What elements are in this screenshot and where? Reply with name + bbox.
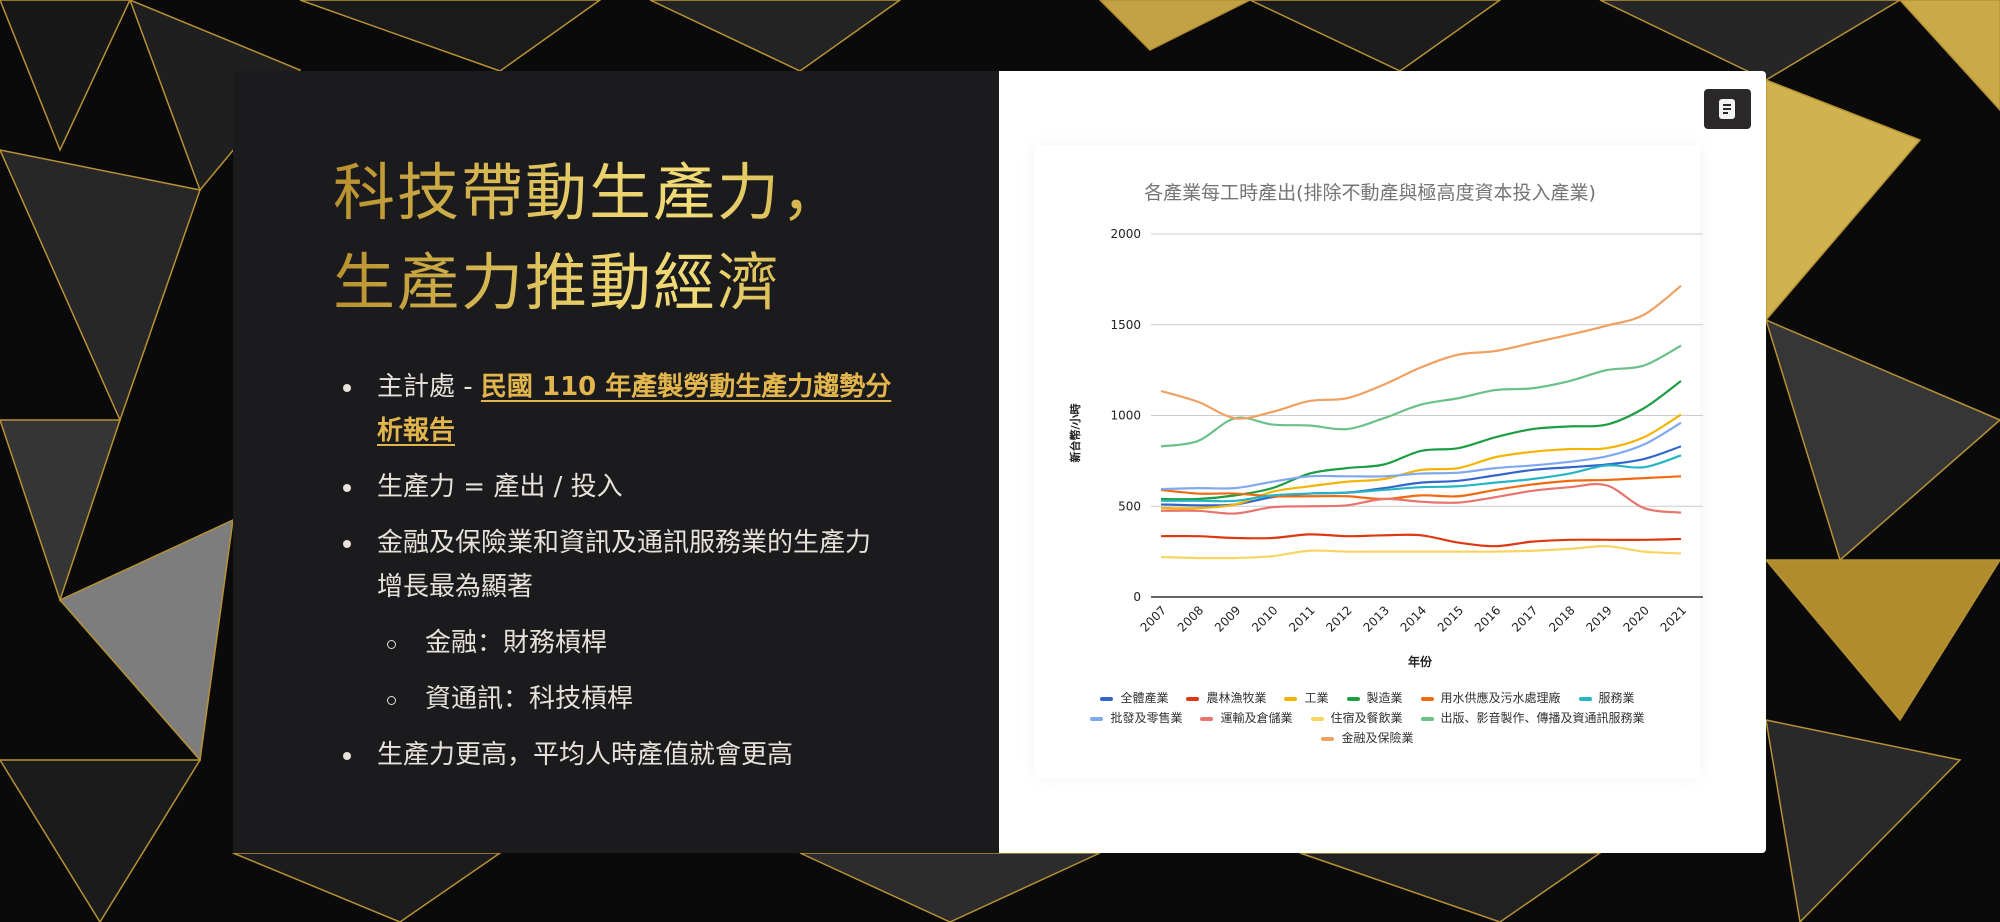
x-tick-label: 2014 xyxy=(1398,603,1429,634)
legend-label: 金融及保險業 xyxy=(1341,731,1414,745)
legend-label: 工業 xyxy=(1304,691,1329,705)
series-line xyxy=(1160,380,1682,501)
chart-title: 各產業每工時產出(排除不動產與極高度資本投入產業) xyxy=(1144,182,1596,204)
legend-item[interactable]: 住宿及餐飲業 xyxy=(1310,708,1403,728)
legend-item[interactable]: 製造業 xyxy=(1346,688,1403,708)
x-tick-label: 2008 xyxy=(1175,603,1206,634)
source-prefix: 主計處 - xyxy=(377,372,481,402)
legend-swatch xyxy=(1420,716,1434,721)
legend-label: 出版、影音製作、傳播及資通訊服務業 xyxy=(1440,711,1645,725)
legend-label: 製造業 xyxy=(1366,691,1403,705)
chart-card xyxy=(1035,145,1700,778)
legend-label: 用水供應及污水處理廠 xyxy=(1440,691,1561,705)
legend-item[interactable]: 金融及保險業 xyxy=(1321,728,1414,748)
legend-label: 農林漁牧業 xyxy=(1206,691,1267,705)
legend-label: 住宿及餐飲業 xyxy=(1330,711,1403,725)
bullet-growth: 金融及保險業和資訊及通訊服務業的生產力增長最為顯著 xyxy=(335,521,895,609)
legend-label: 批發及零售業 xyxy=(1110,711,1183,725)
x-tick-label: 2007 xyxy=(1138,603,1169,634)
legend-label: 運輸及倉儲業 xyxy=(1220,711,1293,725)
x-tick-label: 2013 xyxy=(1360,603,1391,634)
legend-label: 服務業 xyxy=(1598,691,1635,705)
legend-swatch xyxy=(1310,716,1324,721)
x-tick-label: 2009 xyxy=(1212,603,1243,634)
document-icon xyxy=(1719,99,1735,119)
legend-swatch xyxy=(1578,696,1592,701)
legend-swatch xyxy=(1100,696,1114,701)
bullet-source: 主計處 - 民國 110 年產製勞動生產力趨勢分析報告 xyxy=(335,365,895,453)
legend-item[interactable]: 批發及零售業 xyxy=(1090,708,1182,728)
series-line xyxy=(1160,475,1682,501)
x-tick-label: 2020 xyxy=(1620,603,1651,634)
y-tick-label: 1500 xyxy=(1110,318,1141,332)
legend-label: 全體產業 xyxy=(1120,691,1169,705)
legend-swatch xyxy=(1090,716,1104,721)
bullet-list: 主計處 - 民國 110 年產製勞動生產力趨勢分析報告 生產力 = 產出 / 投… xyxy=(335,365,895,789)
series-line xyxy=(1160,533,1682,548)
y-tick-label: 500 xyxy=(1118,499,1141,513)
y-tick-label: 2000 xyxy=(1110,227,1141,241)
y-tick-label: 1000 xyxy=(1110,409,1141,423)
series-line xyxy=(1160,413,1682,510)
chart-notes-button[interactable] xyxy=(1704,89,1751,129)
legend-item[interactable]: 用水供應及污水處理廠 xyxy=(1420,688,1561,708)
legend-item[interactable]: 農林漁牧業 xyxy=(1186,688,1266,708)
sub-bullet-ict: 資通訊：科技槓桿 xyxy=(335,677,895,721)
legend-item[interactable]: 運輸及倉儲業 xyxy=(1200,708,1293,728)
x-tick-label: 2017 xyxy=(1509,603,1540,634)
x-tick-label: 2012 xyxy=(1323,603,1354,634)
legend-item[interactable]: 工業 xyxy=(1284,688,1329,708)
legend-swatch xyxy=(1321,736,1335,741)
x-tick-label: 2010 xyxy=(1249,603,1280,634)
legend-swatch xyxy=(1420,696,1434,701)
chart-legend: 全體產業 農林漁牧業 工業 製造業 用水供應及污水處理廠 服務業批發及零售業 運輸及倉儲業 住… xyxy=(1040,688,1695,748)
legend-swatch xyxy=(1200,716,1214,721)
y-tick-label: 0 xyxy=(1133,590,1141,604)
x-axis-label: 年份 xyxy=(1408,654,1433,669)
slide-text-panel xyxy=(233,71,999,853)
sub-bullet-finance: 金融：財務槓桿 xyxy=(335,621,895,665)
series-line xyxy=(1160,545,1682,560)
x-tick-label: 2019 xyxy=(1583,603,1614,634)
x-tick-label: 2011 xyxy=(1286,603,1317,634)
x-tick-label: 2021 xyxy=(1658,603,1689,634)
legend-item[interactable]: 出版、影音製作、傳播及資通訊服務業 xyxy=(1420,708,1645,728)
series-line xyxy=(1160,421,1682,491)
series-line xyxy=(1160,284,1682,420)
legend-swatch xyxy=(1284,696,1298,701)
line-chart: 各產業每工時產出(排除不動產與極高度資本投入產業) 0 500 1000 1500 20… xyxy=(1068,182,1703,669)
x-tick-label: 2016 xyxy=(1472,603,1503,634)
legend-item[interactable]: 服務業 xyxy=(1578,688,1635,708)
series-line xyxy=(1160,344,1682,448)
legend-swatch xyxy=(1346,696,1360,701)
slide-title: 科技帶動生產力， 生產力推動經濟 xyxy=(333,148,845,328)
title-line-2: 生產力推動經濟 xyxy=(333,246,782,319)
legend-item[interactable]: 全體產業 xyxy=(1100,688,1168,708)
title-line-1: 科技帶動生產力， xyxy=(333,156,846,229)
series-line xyxy=(1161,454,1682,503)
x-tick-label: 2015 xyxy=(1435,603,1466,634)
series-line xyxy=(1160,482,1682,515)
bullet-conclusion: 生產力更高，平均人時產值就會更高 xyxy=(335,733,895,777)
series-line xyxy=(1160,445,1682,507)
legend-swatch xyxy=(1186,696,1200,701)
x-tick-label: 2018 xyxy=(1546,603,1577,634)
report-link[interactable]: 民國 110 年產製勞動生產力趨勢分析報告 xyxy=(377,372,892,446)
y-axis-label: 新台幣/小時 xyxy=(1068,403,1082,462)
bullet-definition: 生產力 = 產出 / 投入 xyxy=(335,465,895,509)
